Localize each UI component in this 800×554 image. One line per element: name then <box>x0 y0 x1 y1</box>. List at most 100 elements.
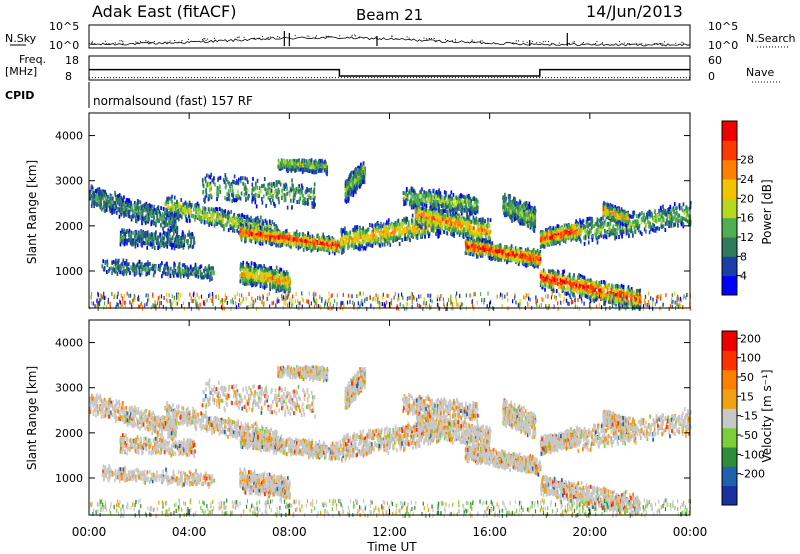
echo-cell <box>259 219 261 224</box>
echo-cell <box>267 233 270 238</box>
nsearch-dot <box>325 35 327 37</box>
nsearch-dot <box>518 40 519 42</box>
echo-cell <box>387 221 389 226</box>
echo-cell <box>438 222 440 227</box>
echo-cell <box>480 233 483 237</box>
echo-cell <box>376 237 379 242</box>
echo-cell <box>256 178 259 183</box>
echo-cell <box>149 261 151 266</box>
echo-cell <box>390 221 393 226</box>
echo-cell <box>122 258 125 263</box>
echo-cell <box>123 209 126 214</box>
echo-cell <box>438 233 440 238</box>
echo-cell <box>252 279 254 284</box>
echo-cell <box>187 267 189 272</box>
echo-cell <box>217 194 219 199</box>
echo-cell <box>348 238 350 243</box>
echo-cell <box>446 224 448 229</box>
echo-cell <box>224 222 227 227</box>
echo-cell <box>197 215 200 220</box>
echo-cell <box>452 220 455 225</box>
echo-cell <box>266 188 268 193</box>
echo-cell <box>353 246 355 251</box>
echo-cell <box>212 180 215 185</box>
echo-cell <box>271 285 274 290</box>
echo-cell <box>302 199 304 204</box>
echo-cell <box>247 230 250 235</box>
echo-cell <box>255 216 257 221</box>
echo-cell <box>307 231 310 236</box>
echo-cell <box>173 231 175 236</box>
echo-cell <box>313 188 316 193</box>
echo-cell <box>351 189 353 194</box>
echo-cell <box>389 236 392 241</box>
echo-cell <box>316 248 319 253</box>
echo-cell <box>436 212 439 217</box>
echo-cell <box>126 262 129 267</box>
echo-cell <box>483 221 485 226</box>
echo-cell <box>309 237 312 242</box>
echo-cell <box>391 223 394 228</box>
echo-cell <box>239 225 241 230</box>
echo-cell <box>99 204 102 209</box>
echo-cell <box>437 224 439 229</box>
echo-cell <box>274 281 277 286</box>
echo-cell <box>254 218 256 223</box>
echo-cell <box>269 266 271 271</box>
echo-cell <box>189 232 191 237</box>
echo-cell <box>186 202 189 207</box>
echo-cell <box>435 206 438 211</box>
echo-cell <box>251 219 253 224</box>
echo-cell <box>104 190 107 195</box>
echo-cell <box>142 238 145 243</box>
echo-cell <box>404 237 406 241</box>
echo-cell <box>273 231 275 236</box>
echo-cell <box>283 237 286 242</box>
echo-cell <box>378 225 381 230</box>
echo-cell <box>274 272 276 277</box>
echo-cell <box>160 206 162 211</box>
echo-cell <box>318 236 320 241</box>
echo-cell <box>193 203 196 208</box>
echo-cell <box>269 197 271 202</box>
echo-cell <box>487 232 490 236</box>
echo-cell <box>196 270 198 275</box>
echo-cell <box>168 268 171 273</box>
echo-cell <box>284 182 287 187</box>
nsearch-dot <box>204 38 206 40</box>
echo-cell <box>198 211 201 216</box>
echo-cell <box>356 167 359 172</box>
nsearch-dot <box>431 38 433 40</box>
echo-cell <box>417 224 419 229</box>
echo-cell <box>271 183 274 188</box>
echo-cell <box>398 222 401 227</box>
echo-cell <box>197 274 200 279</box>
echo-cell <box>248 276 250 281</box>
echo-cell <box>133 204 136 209</box>
echo-cell <box>120 235 123 240</box>
echo-cell <box>188 214 190 219</box>
echo-cell <box>271 242 274 247</box>
echo-cell <box>338 242 341 247</box>
echo-cell <box>184 210 186 215</box>
echo-cell <box>278 275 281 280</box>
echo-cell <box>209 184 212 189</box>
echo-cell <box>309 234 311 239</box>
echo-cell <box>356 177 359 182</box>
freq-trace <box>89 68 690 79</box>
nsearch-dot <box>391 36 393 38</box>
echo-cell <box>212 269 215 274</box>
nsearch-dot <box>153 41 155 42</box>
echo-cell <box>330 244 333 249</box>
nsearch-dot <box>682 42 684 44</box>
echo-cell <box>306 186 308 191</box>
echo-cell <box>229 182 231 187</box>
echo-cell <box>244 272 247 277</box>
echo-cell <box>452 224 454 229</box>
echo-cell <box>318 239 320 244</box>
echo-cell <box>250 261 253 266</box>
echo-cell <box>121 261 124 266</box>
echo-cell <box>118 196 121 201</box>
echo-cell <box>131 210 134 215</box>
echo-cell <box>242 281 244 286</box>
